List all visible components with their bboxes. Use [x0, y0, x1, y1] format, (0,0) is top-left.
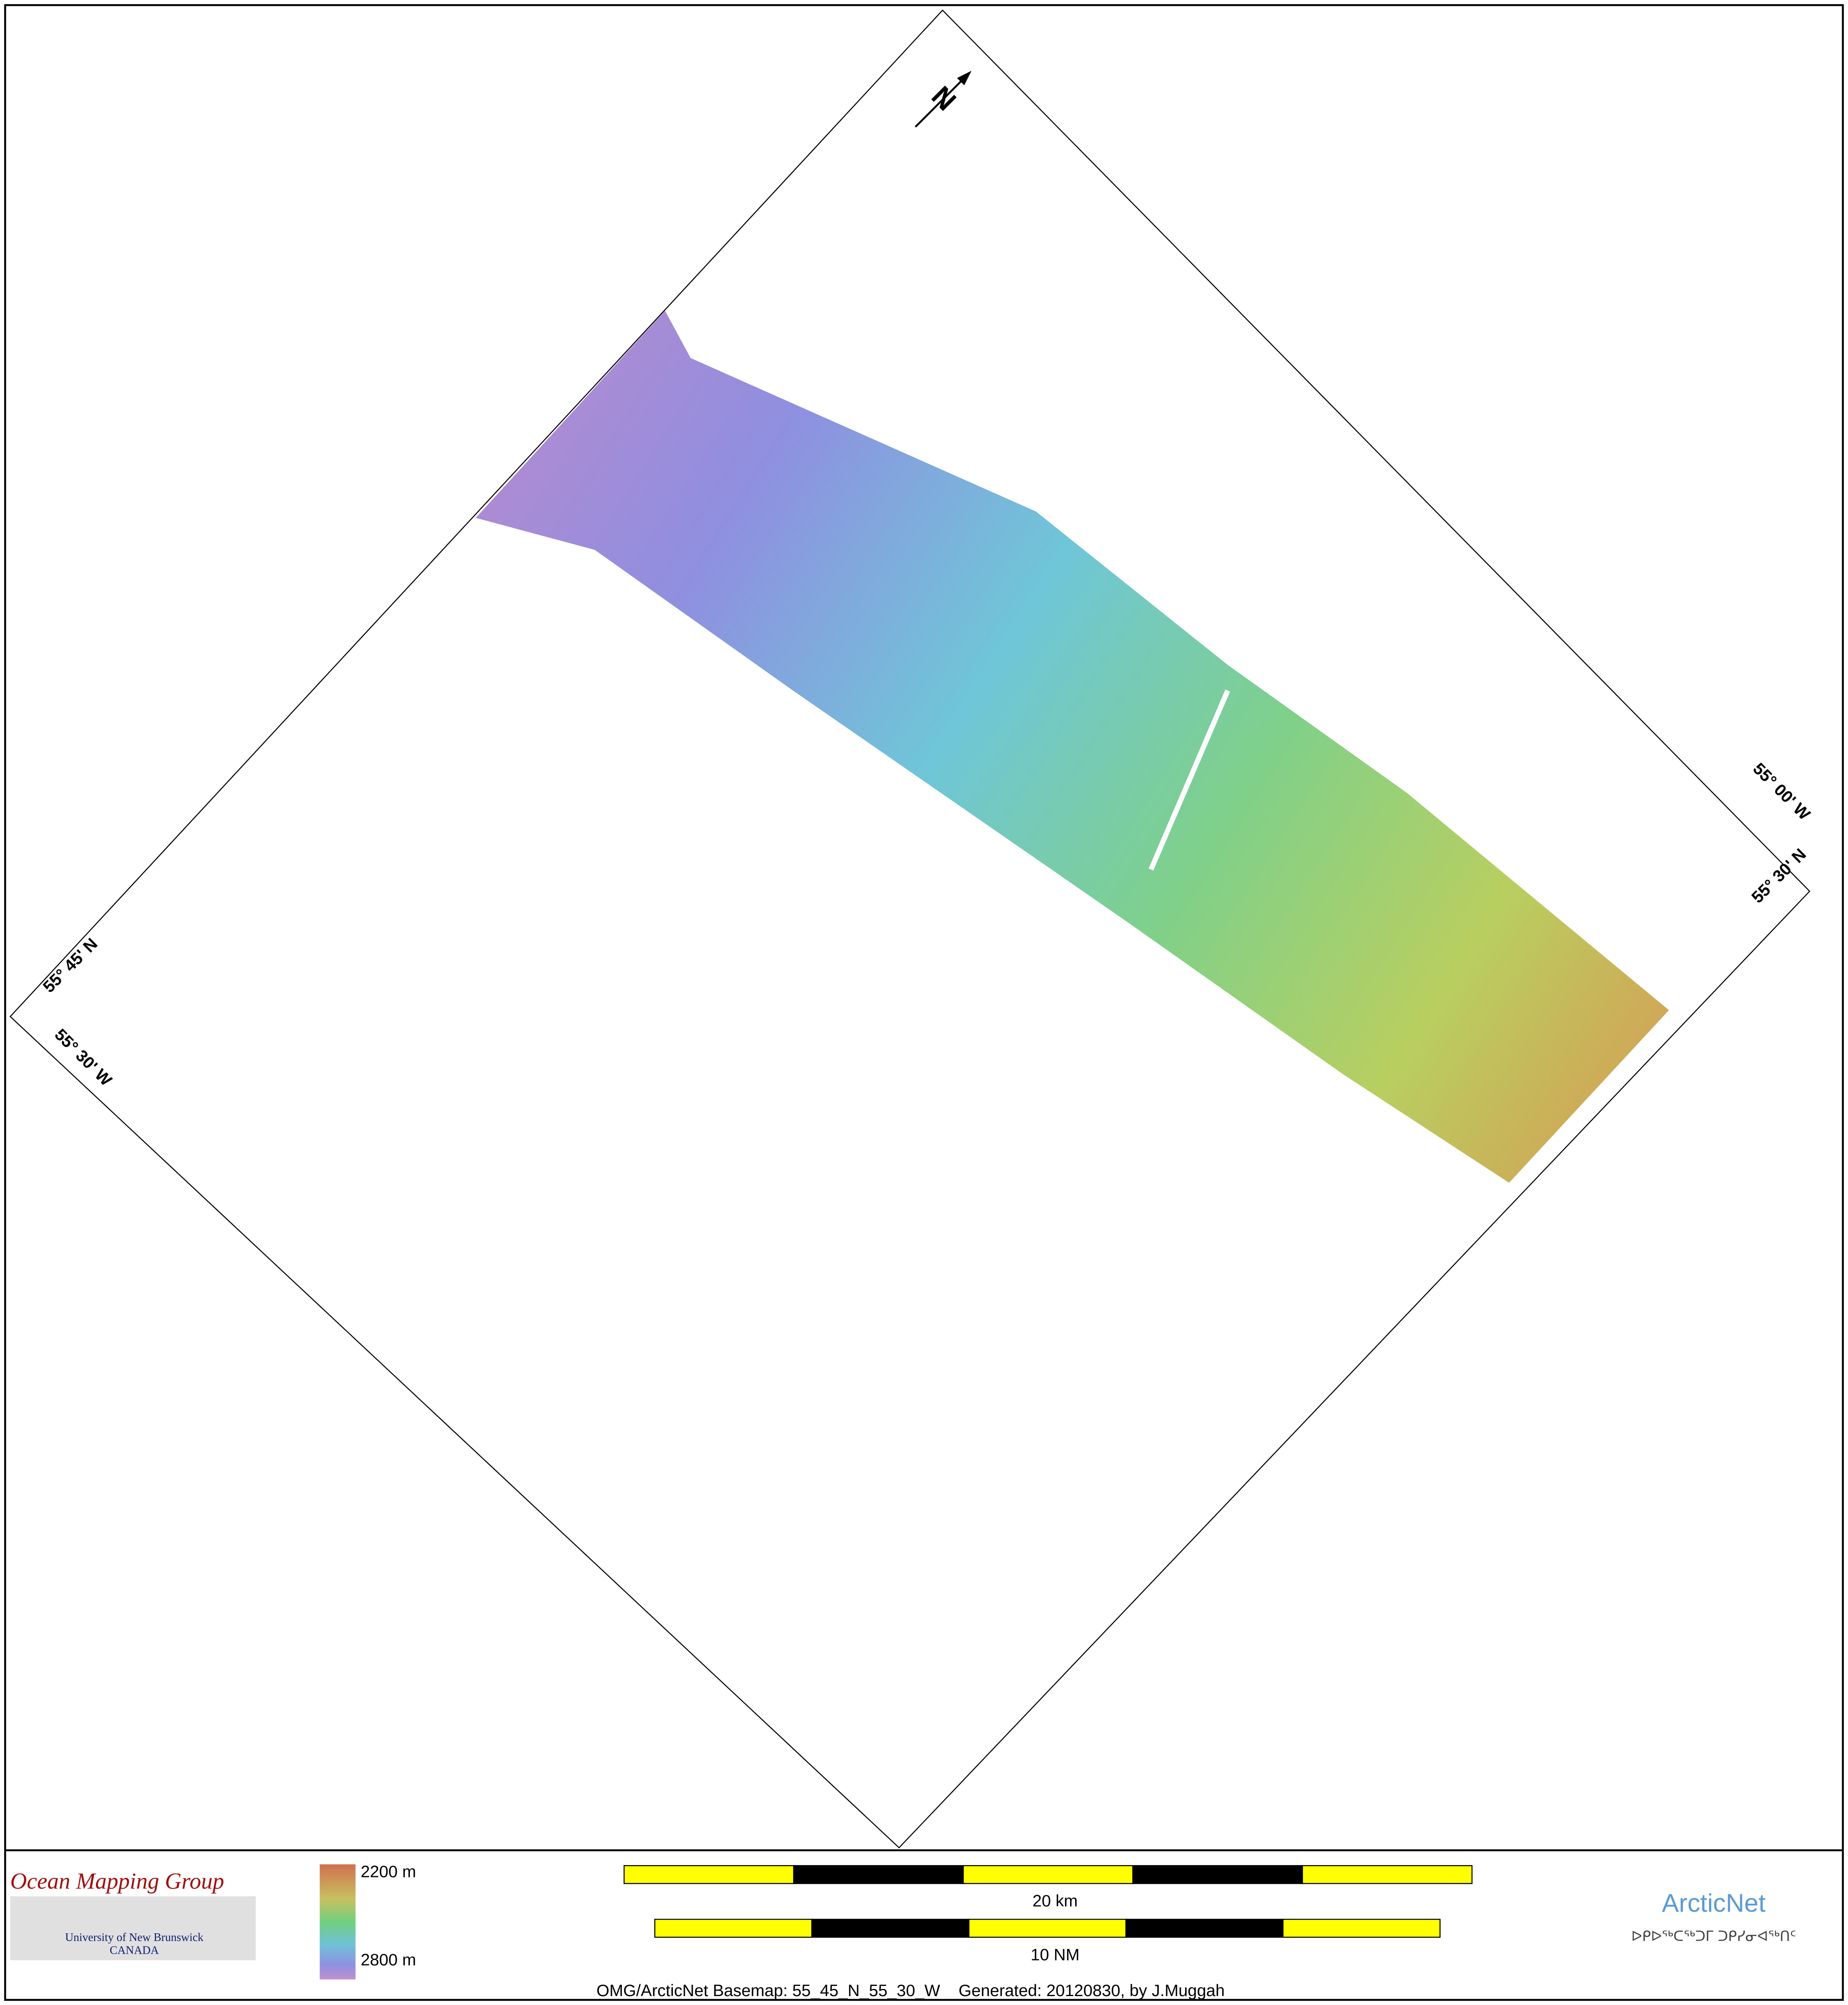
footer: OMG/ArcticNet Basemap: 55_45_N_55_30_W G… — [596, 1982, 1225, 2000]
corner-label: 55° 30' N — [1748, 845, 1810, 907]
swath-gap — [1148, 689, 1230, 871]
scale-segment — [811, 1919, 970, 1938]
outer-frame — [4, 4, 1844, 2001]
color-bar — [320, 1864, 356, 1980]
scale-segment — [1302, 1865, 1473, 1884]
scale-segment — [654, 1919, 813, 1938]
scale-segment — [962, 1865, 1134, 1884]
logo-title: Ocean Mapping Group — [10, 1868, 224, 1894]
corner-label: 55° 45' N — [40, 935, 101, 996]
nm-scale-bar — [654, 1919, 1441, 1938]
km-scale-bar — [623, 1865, 1473, 1884]
depth-label: 2800 m — [361, 1951, 416, 1969]
bathymetry-swath — [476, 311, 1669, 1183]
scale-segment — [1132, 1865, 1303, 1884]
logo-line: CANADA — [110, 1944, 159, 1956]
scale-segment — [1125, 1919, 1284, 1938]
scale-segment — [793, 1865, 964, 1884]
depth-label: 2200 m — [361, 1863, 416, 1881]
nm-label: 10 NM — [1031, 1946, 1079, 1964]
scale-segment — [968, 1919, 1127, 1938]
scale-segment — [1282, 1919, 1441, 1938]
map-frame — [9, 9, 1811, 1849]
scale-segment — [623, 1865, 794, 1884]
arcticnet-name: ArcticNet — [1662, 1888, 1766, 1917]
arcticnet-syllabics: ᐅᑭᐅᖅᑕᖅᑐᒥ ᑐᑭᓯᓂᐊᖅᑎᑦ — [1631, 1928, 1796, 1944]
corner-label: 55° 00' W — [1749, 760, 1813, 824]
km-label: 20 km — [1032, 1892, 1078, 1910]
logo-image — [10, 1896, 256, 1960]
corner-label: 55° 30' W — [51, 1025, 115, 1089]
north-arrow: N — [914, 71, 972, 128]
logo-line: University of New Brunswick — [65, 1931, 204, 1944]
